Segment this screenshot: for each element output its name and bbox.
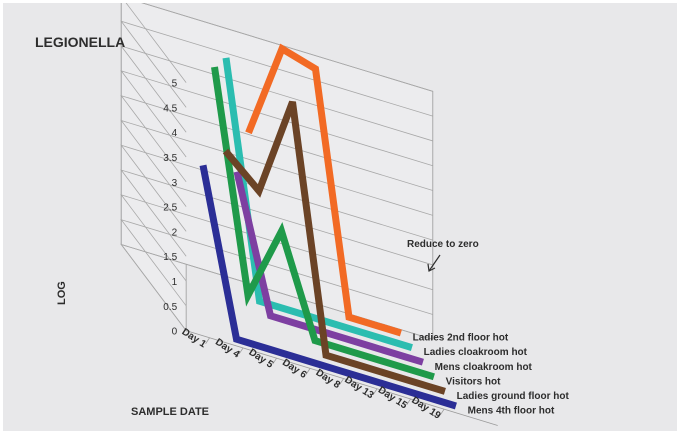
- floor-edge: [186, 330, 498, 426]
- y-tick-label: 0: [172, 327, 178, 338]
- x-tick-labels: Day 1 Day 4 Day 5 Day 6 Day 8 Day 13 Day 15 Day…: [180, 327, 443, 422]
- gridline: [120, 45, 433, 142]
- x-tick-mark: [238, 347, 244, 355]
- series-label: Ladies 2nd floor hot: [413, 333, 509, 344]
- y-tick-label: 3.5: [163, 153, 177, 164]
- y-tick-labels: 0 0.5 1 1.5 2 2.5 3 3.5 4 4.5 5: [163, 79, 177, 338]
- y-tick-label: 2: [172, 227, 178, 238]
- x-tick-mark: [406, 398, 411, 406]
- series-line: [222, 100, 446, 395]
- series-label: Ladies ground floor hot: [457, 391, 570, 402]
- y-tick-label: 1.5: [163, 252, 177, 263]
- chart-panel: 0 0.5 1 1.5 2 2.5 3 3.5 4 4.5 5 Day 1 Day 4 Day 5 Day…: [3, 3, 677, 431]
- gridline: [120, 144, 433, 241]
- gridline: [120, 194, 433, 291]
- chart-back-walls: [120, 3, 498, 426]
- gridline: [120, 20, 433, 117]
- series-label: Ladies cloakroom hot: [424, 347, 528, 358]
- series-lines: [199, 43, 457, 410]
- series-label: Visitors hot: [446, 376, 501, 387]
- annotation-arrowhead-icon: [427, 263, 436, 272]
- x-tick-mark: [339, 378, 344, 385]
- series-label: Mens 4th floor hot: [468, 406, 555, 417]
- series-line: [233, 170, 424, 366]
- y-tick-label: 4: [172, 128, 178, 139]
- annotation-text: Reduce to zero: [407, 239, 479, 250]
- reduce-to-zero-annotation: Reduce to zero: [407, 239, 479, 272]
- series-line: [199, 164, 457, 410]
- series-line: [222, 57, 413, 351]
- y-tick-label: 5: [172, 79, 178, 90]
- annotation-arrow-icon: [428, 254, 441, 272]
- y-tick-label: 4.5: [163, 103, 177, 114]
- chart-title: LEGIONELLA: [35, 34, 125, 50]
- x-tick-mark: [205, 337, 210, 344]
- series-labels: Ladies 2nd floor hot Ladies cloakroom hot…: [413, 333, 570, 417]
- y-axis-label: LOG: [56, 281, 68, 305]
- series-line: [211, 66, 435, 381]
- x-tick-label: Day 1: [180, 327, 209, 351]
- x-tick-mark: [305, 368, 311, 375]
- series-label: Mens cloakroom hot: [435, 362, 533, 373]
- x-tick-mark: [272, 357, 277, 365]
- x-tick-mark: [439, 408, 445, 416]
- gridline: [120, 243, 433, 340]
- gridline: [120, 70, 433, 167]
- gridline: [120, 218, 433, 315]
- x-axis-label: SAMPLE DATE: [131, 406, 209, 418]
- gridline: [120, 169, 433, 266]
- gridline: [125, 3, 433, 92]
- y-tick-label: 2.5: [163, 203, 177, 214]
- y-tick-label: 3: [172, 178, 178, 189]
- x-tick-mark: [372, 388, 378, 395]
- series-line: [245, 43, 402, 337]
- y-tick-label: 0.5: [163, 302, 177, 313]
- legionella-chart: 0 0.5 1 1.5 2 2.5 3 3.5 4 4.5 5 Day 1 Day 4 Day 5 Day…: [35, 3, 570, 426]
- y-tick-label: 1: [172, 277, 178, 288]
